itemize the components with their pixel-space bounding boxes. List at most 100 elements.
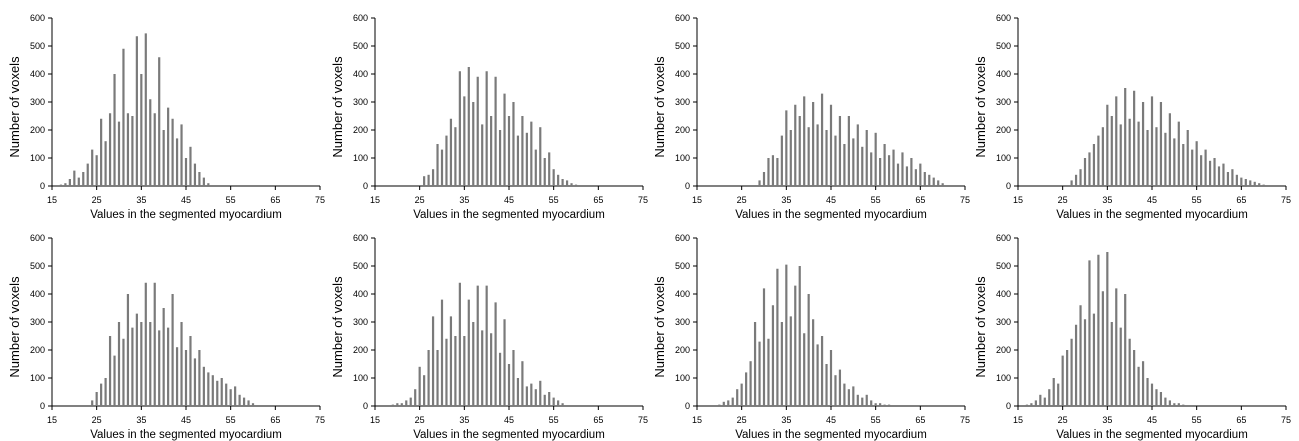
x-tick-label: 45: [504, 195, 514, 205]
x-axis-label: Values in the segmented myocardium: [90, 429, 282, 441]
x-tick-label: 25: [415, 415, 425, 425]
x-tick-label: 65: [593, 195, 603, 205]
y-tick-label: 300: [353, 317, 368, 327]
x-tick-label: 65: [593, 415, 603, 425]
x-tick-label: 75: [960, 195, 970, 205]
y-tick-label: 0: [363, 401, 368, 411]
y-tick-label: 600: [675, 13, 690, 23]
x-axis-label: Values in the segmented myocardium: [735, 209, 927, 221]
y-tick-label: 400: [675, 69, 690, 79]
y-tick-label: 600: [30, 233, 45, 243]
y-tick-label: 600: [353, 233, 368, 243]
histogram-panel-4: 0 100 200 300 400 500 600 15 25 35 45 55 65 75 Values …: [973, 13, 1291, 221]
x-tick-label: 15: [370, 195, 380, 205]
x-tick-label: 55: [549, 415, 559, 425]
y-tick-label: 200: [353, 345, 368, 355]
y-tick-label: 600: [30, 13, 45, 23]
y-tick-label: 0: [363, 181, 368, 191]
y-tick-label: 0: [40, 401, 45, 411]
x-tick-label: 35: [1102, 415, 1112, 425]
x-tick-label: 75: [315, 195, 325, 205]
x-tick-label: 25: [92, 415, 102, 425]
y-tick-label: 300: [996, 97, 1011, 107]
x-tick-label: 35: [1102, 195, 1112, 205]
x-tick-label: 35: [136, 195, 146, 205]
y-tick-label: 300: [353, 97, 368, 107]
x-tick-label: 25: [1058, 195, 1068, 205]
x-tick-label: 65: [915, 415, 925, 425]
x-tick-label: 45: [1147, 415, 1157, 425]
x-tick-label: 15: [692, 415, 702, 425]
x-axis-label: Values in the segmented myocardium: [1056, 429, 1248, 441]
y-tick-label: 500: [996, 261, 1011, 271]
y-tick-label: 200: [996, 345, 1011, 355]
x-tick-label: 45: [826, 415, 836, 425]
x-tick-label: 15: [47, 415, 57, 425]
y-tick-label: 0: [685, 401, 690, 411]
y-tick-label: 300: [675, 317, 690, 327]
y-tick-label: 600: [996, 233, 1011, 243]
x-tick-label: 75: [1281, 415, 1291, 425]
y-tick-label: 200: [675, 345, 690, 355]
y-tick-label: 200: [675, 125, 690, 135]
x-tick-label: 75: [960, 415, 970, 425]
y-tick-label: 500: [30, 41, 45, 51]
x-axis-label: Values in the segmented myocardium: [90, 209, 282, 221]
x-tick-label: 45: [181, 415, 191, 425]
y-tick-label: 100: [675, 373, 690, 383]
histogram-panel-8: 0 100 200 300 400 500 600 15 25 35 45 55 65 75 Values …: [973, 233, 1291, 441]
x-tick-label: 25: [737, 195, 747, 205]
y-tick-label: 500: [30, 261, 45, 271]
histogram-panel-3: 0 100 200 300 400 500 600 15 25 35 45 55 65 75 Values …: [652, 13, 970, 221]
x-tick-label: 55: [1192, 195, 1202, 205]
y-tick-label: 100: [30, 153, 45, 163]
x-tick-label: 45: [826, 195, 836, 205]
x-tick-label: 75: [1281, 195, 1291, 205]
y-tick-label: 100: [996, 373, 1011, 383]
x-axis-label: Values in the segmented myocardium: [1056, 209, 1248, 221]
y-axis-label: Number of voxels: [330, 56, 345, 158]
x-tick-label: 55: [871, 195, 881, 205]
y-tick-label: 200: [996, 125, 1011, 135]
x-tick-label: 25: [415, 195, 425, 205]
y-tick-label: 0: [40, 181, 45, 191]
x-tick-label: 55: [226, 415, 236, 425]
y-axis-label: Number of voxels: [652, 56, 667, 158]
x-tick-label: 25: [737, 415, 747, 425]
x-tick-label: 65: [1236, 195, 1246, 205]
y-tick-label: 500: [675, 261, 690, 271]
x-axis-label: Values in the segmented myocardium: [413, 209, 605, 221]
y-tick-label: 400: [353, 289, 368, 299]
x-axis-label: Values in the segmented myocardium: [413, 429, 605, 441]
y-tick-label: 500: [353, 261, 368, 271]
x-tick-label: 65: [915, 195, 925, 205]
y-tick-label: 400: [30, 289, 45, 299]
y-tick-label: 400: [353, 69, 368, 79]
histogram-panel-6: 0 100 200 300 400 500 600 15 25 35 45 55 65 75 Values …: [330, 233, 648, 441]
x-tick-label: 35: [781, 415, 791, 425]
y-tick-label: 100: [353, 153, 368, 163]
y-axis-label: Number of voxels: [7, 276, 22, 378]
x-tick-label: 45: [181, 195, 191, 205]
x-tick-label: 35: [781, 195, 791, 205]
y-tick-label: 400: [996, 69, 1011, 79]
y-tick-label: 0: [685, 181, 690, 191]
y-tick-label: 300: [30, 317, 45, 327]
x-tick-label: 75: [638, 195, 648, 205]
x-tick-label: 35: [459, 195, 469, 205]
x-tick-label: 55: [1192, 415, 1202, 425]
y-tick-label: 100: [353, 373, 368, 383]
y-axis-label: Number of voxels: [973, 56, 988, 158]
y-tick-label: 600: [353, 13, 368, 23]
histogram-panel-1: 0 100 200 300 400 500 600 15 25 35 45 55 65 75 Values …: [7, 13, 325, 221]
y-axis-label: Number of voxels: [330, 276, 345, 378]
x-tick-label: 75: [315, 415, 325, 425]
y-tick-label: 400: [996, 289, 1011, 299]
y-tick-label: 300: [30, 97, 45, 107]
y-tick-label: 200: [30, 125, 45, 135]
x-tick-label: 15: [692, 195, 702, 205]
x-tick-label: 35: [136, 415, 146, 425]
x-tick-label: 65: [270, 195, 280, 205]
y-tick-label: 100: [675, 153, 690, 163]
